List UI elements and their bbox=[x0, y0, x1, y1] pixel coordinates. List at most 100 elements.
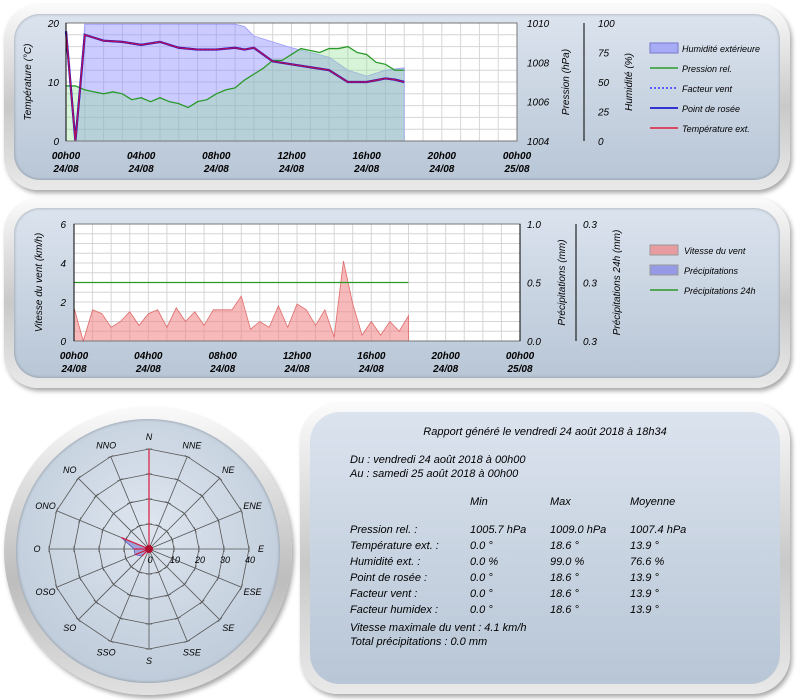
legend-label: Humidité extérieure bbox=[682, 44, 760, 54]
x-tick-date: 24/08 bbox=[60, 364, 86, 375]
wind-rose-direction-label: NNE bbox=[182, 441, 202, 451]
humidity-tick-label: 0 bbox=[598, 137, 604, 148]
report-row-label: Pression rel. : bbox=[350, 524, 418, 536]
wind-rose-direction-label: O bbox=[33, 544, 40, 554]
wind-rose-chart: N NNE NE ENE E ESE SE SSE S SSO SO OSO O ONO NO NNO 0 10 2… bbox=[33, 432, 265, 666]
legend-label: Précipitations 24h bbox=[684, 286, 756, 296]
humidity-tick-label: 100 bbox=[598, 19, 615, 30]
x-tick-time: 08h00 bbox=[202, 151, 231, 162]
wind-rose-tick bbox=[174, 616, 181, 620]
report-cell-min: 0.0 ° bbox=[470, 588, 493, 600]
report-cell-avg: 76.6 % bbox=[630, 556, 665, 568]
legend-label: Point de rosée bbox=[682, 104, 740, 114]
wind-rose-tick bbox=[111, 581, 117, 587]
wind-rose-tick bbox=[117, 478, 124, 482]
report-cell-min: 0.0 ° bbox=[470, 540, 493, 552]
x-tick-time: 12h00 bbox=[277, 151, 306, 162]
report-cell-min: 0.0 ° bbox=[470, 572, 493, 584]
wind-rose-direction-label: SE bbox=[222, 623, 235, 633]
x-tick-date: 24/08 bbox=[353, 164, 379, 175]
wind-rose-tick bbox=[165, 501, 172, 505]
pressure-tick-label: 1010 bbox=[527, 19, 550, 30]
legend-swatch bbox=[649, 244, 679, 256]
report-body: Rapport généré le vendredi 24 août 2018 … bbox=[310, 412, 780, 684]
x-tick-time: 20h00 bbox=[427, 151, 457, 162]
wind-rose-tick bbox=[126, 593, 133, 597]
wind-rose-tick bbox=[216, 574, 220, 581]
x-tick-time: 00h00 bbox=[503, 151, 532, 162]
wind-rose-radial-label: 10 bbox=[170, 555, 180, 565]
humidity-tick-label: 25 bbox=[597, 108, 610, 119]
x-tick-date: 24/08 bbox=[283, 364, 309, 375]
temperature-tick-label: 10 bbox=[48, 78, 60, 89]
wind-rose-tick bbox=[193, 565, 197, 572]
wind-rose-tick bbox=[199, 599, 205, 605]
temperature-tick-label: 0 bbox=[53, 137, 59, 148]
precip24-axis-label: Précipitations 24h (mm) bbox=[612, 230, 623, 336]
x-tick-time: 16h00 bbox=[352, 151, 381, 162]
wind-rose-direction-label: ESE bbox=[243, 587, 262, 597]
wind-rose-tick bbox=[174, 478, 181, 482]
wind-rose-direction-line bbox=[121, 536, 150, 550]
wind-rose-tick bbox=[239, 507, 243, 514]
temperature-tick-label: 20 bbox=[47, 19, 60, 30]
wind-rose-tick bbox=[199, 493, 205, 499]
wind-rose-direction-label: NE bbox=[222, 465, 235, 475]
weather-chart: 0 10 20 Température (°C) 1004 1006 1008 1010 Pre… bbox=[23, 19, 760, 175]
legend-label: Précipitations bbox=[684, 266, 739, 276]
report-cell-max: 99.0 % bbox=[550, 556, 585, 568]
report-cell-max: 1009.0 hPa bbox=[550, 524, 607, 536]
humidity-area bbox=[66, 23, 405, 142]
wind-rose-radial-label: 0 bbox=[147, 555, 152, 565]
wind-rose-tick bbox=[155, 570, 162, 574]
wind-rose-direction-label: NO bbox=[63, 465, 77, 475]
wind-rose-tick bbox=[93, 493, 99, 499]
wind-rose-direction-label: SSE bbox=[183, 647, 202, 657]
wind-area bbox=[73, 260, 409, 343]
report-cell-min: 0.0 ° bbox=[470, 604, 493, 616]
x-tick-date: 24/08 bbox=[428, 164, 454, 175]
column-header-max: Max bbox=[550, 496, 571, 508]
report-cell-max: 18.6 ° bbox=[550, 572, 579, 584]
x-tick-date: 24/08 bbox=[135, 364, 161, 375]
wind-rose-direction-label: ENE bbox=[243, 501, 263, 511]
report-cell-max: 18.6 ° bbox=[550, 540, 579, 552]
precip24-tick-label: 0.3 bbox=[583, 337, 597, 348]
wind-rose-tick bbox=[136, 524, 143, 528]
report-title: Rapport généré le vendredi 24 août 2018 … bbox=[423, 426, 667, 438]
wind-rose-tick bbox=[216, 517, 220, 524]
temperature-axis-label: Température (°C) bbox=[23, 44, 34, 121]
precip-tick-label: 0.0 bbox=[527, 337, 541, 348]
precip24-tick-label: 0.3 bbox=[583, 279, 597, 290]
x-tick-time: 08h00 bbox=[208, 351, 237, 362]
wind-chart: 0 2 4 6 Vitesse du vent (km/h) 0.0 0.5 1.0 Préci… bbox=[34, 220, 756, 375]
precip-axis-label: Précipitations (mm) bbox=[557, 239, 568, 325]
wind-rose-tick bbox=[184, 455, 191, 459]
wind-rose-tick bbox=[75, 475, 81, 481]
pressure-area bbox=[66, 46, 405, 141]
wind-rose-area bbox=[121, 449, 150, 557]
column-header-avg: Moyenne bbox=[630, 496, 676, 508]
precip-tick-label: 0.5 bbox=[527, 279, 541, 290]
x-tick-time: 12h00 bbox=[283, 351, 312, 362]
wind-rose-direction-label: ONO bbox=[35, 501, 56, 511]
wind-axis-label: Vitesse du vent (km/h) bbox=[34, 233, 45, 332]
report-cell-min: 1005.7 hPa bbox=[470, 524, 527, 536]
wind-rose-tick bbox=[164, 564, 170, 570]
report-row-label: Facteur humidex : bbox=[350, 604, 439, 616]
x-tick-time: 00h00 bbox=[506, 351, 535, 362]
wind-tick-label: 0 bbox=[60, 337, 66, 348]
legend-label: Vitesse du vent bbox=[684, 246, 746, 256]
precip-tick-label: 1.0 bbox=[527, 220, 541, 231]
x-tick-date: 24/08 bbox=[278, 164, 304, 175]
temperature-line bbox=[65, 31, 405, 142]
wind-rose-radial-label: 30 bbox=[220, 555, 230, 565]
wind-rose-tick bbox=[107, 455, 114, 459]
x-tick-time: 16h00 bbox=[357, 351, 386, 362]
wind-rose-tick bbox=[217, 475, 223, 481]
wind-rose-tick bbox=[181, 581, 187, 587]
x-tick-date: 25/08 bbox=[503, 164, 529, 175]
report-cell-avg: 13.9 ° bbox=[630, 604, 659, 616]
wind-rose-direction-label: SSO bbox=[97, 647, 116, 657]
x-tick-date: 25/08 bbox=[506, 364, 532, 375]
